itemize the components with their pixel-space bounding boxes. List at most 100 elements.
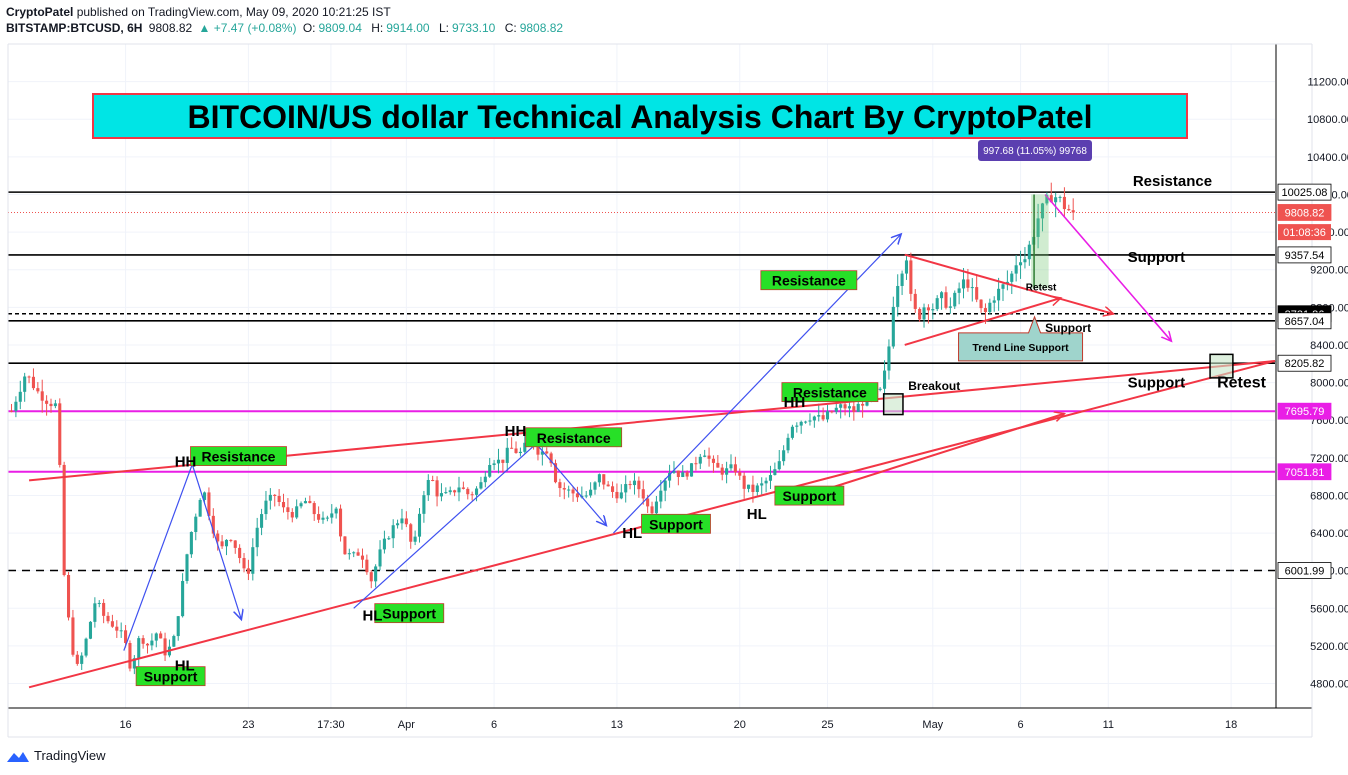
chart-label: Resistance xyxy=(793,385,867,401)
candle-body xyxy=(571,489,575,494)
candle-body xyxy=(141,638,145,644)
candle-body xyxy=(66,575,71,618)
ohlc-line: BITSTAMP:BTCUSD, 6H 9808.82 ▲ +7.47 (+0.… xyxy=(6,20,569,36)
candle-body xyxy=(23,376,27,392)
candle-body xyxy=(426,479,430,496)
high-label: H: xyxy=(371,21,384,35)
chart-label: Support xyxy=(1128,374,1186,391)
candle-body xyxy=(755,485,759,492)
candle-body xyxy=(84,638,88,656)
candle-body xyxy=(1071,210,1075,213)
candle-body xyxy=(220,541,224,547)
candle-body xyxy=(953,292,957,307)
candle-body xyxy=(360,555,365,560)
open-value: 9809.04 xyxy=(318,21,362,35)
candlestick-series xyxy=(9,182,1075,675)
candle-body xyxy=(124,630,128,644)
candle-body xyxy=(589,489,593,496)
candle-body xyxy=(549,453,553,464)
x-tick-label: 18 xyxy=(1225,719,1237,731)
y-tick-label: 8000.00 xyxy=(1310,378,1348,390)
candle-body xyxy=(970,287,974,289)
x-tick-label: 17:30 xyxy=(317,719,345,731)
level-price-text: 7051.81 xyxy=(1285,467,1325,479)
y-tick-label: 9200.00 xyxy=(1310,265,1348,277)
candle-body xyxy=(883,370,887,389)
candle-body xyxy=(966,279,970,288)
candle-body xyxy=(40,391,44,401)
chart-label: Support xyxy=(144,669,198,685)
candle-body xyxy=(422,495,426,514)
candle-body xyxy=(597,474,601,483)
x-tick-label: 13 xyxy=(611,719,623,731)
trend-line xyxy=(827,414,1065,490)
candle-body xyxy=(417,513,422,537)
candle-body xyxy=(896,285,900,307)
candle-body xyxy=(479,482,483,489)
candle-body xyxy=(768,475,773,481)
candle-body xyxy=(457,487,461,493)
y-tick-label: 7200.00 xyxy=(1310,453,1348,465)
candle-body xyxy=(365,559,369,573)
candle-body xyxy=(931,309,935,311)
candle-body xyxy=(891,306,895,347)
candle-body xyxy=(181,580,185,617)
candle-body xyxy=(808,420,812,422)
symbol-label[interactable]: BITSTAMP:BTCUSD, 6H xyxy=(6,21,143,35)
candle-body xyxy=(584,495,588,497)
chart-label: Breakout xyxy=(908,379,960,393)
candle-body xyxy=(325,517,329,519)
candle-body xyxy=(1001,284,1005,289)
candle-body xyxy=(312,503,316,515)
candle-body xyxy=(1045,195,1049,204)
candle-body xyxy=(703,455,707,457)
candle-body xyxy=(593,482,597,490)
chart-label: HL xyxy=(747,506,767,523)
last-price: 9808.82 xyxy=(148,21,193,35)
annotations: 997.68 (11.05%) 99768 Trend Line Support R… xyxy=(135,140,1267,687)
x-tick-label: 20 xyxy=(734,719,746,731)
candle-body xyxy=(163,638,167,656)
candle-body xyxy=(176,616,180,637)
candle-body xyxy=(861,403,865,406)
candle-body xyxy=(760,483,764,486)
candle-body xyxy=(413,536,417,542)
candle-body xyxy=(505,447,509,463)
candle-body xyxy=(303,501,307,504)
candle-body xyxy=(453,490,457,493)
label-box xyxy=(641,513,711,534)
candle-body xyxy=(444,492,448,494)
candle-body xyxy=(694,463,698,465)
chart-label: HL xyxy=(622,525,642,542)
publisher-name[interactable]: CryptoPatel xyxy=(6,5,74,19)
x-tick-label: May xyxy=(922,719,943,731)
chart-label: HL xyxy=(175,657,195,674)
candle-body xyxy=(281,501,286,508)
footer-brand[interactable]: TradingView xyxy=(34,748,106,763)
candle-body xyxy=(260,514,264,528)
candle-body xyxy=(172,636,176,647)
candle-body xyxy=(562,488,566,490)
candle-body xyxy=(501,459,505,463)
candle-body xyxy=(975,287,979,300)
candle-body xyxy=(448,490,452,493)
candle-body xyxy=(545,451,549,454)
level-price-text: 9808.82 xyxy=(1285,207,1325,219)
candle-body xyxy=(238,547,242,559)
candle-body xyxy=(1062,196,1066,210)
candle-body xyxy=(439,493,443,497)
candle-body xyxy=(343,536,347,555)
chart-label: Resistance xyxy=(772,273,846,289)
candle-body xyxy=(189,531,193,555)
trend-line xyxy=(904,298,1061,346)
candle-body xyxy=(716,462,720,468)
candle-body xyxy=(637,480,641,490)
candle-body xyxy=(1036,218,1040,237)
low-label: L: xyxy=(438,21,449,35)
x-tick-label: 6 xyxy=(491,719,497,731)
candle-body xyxy=(887,346,891,371)
level-price-tag xyxy=(1277,246,1332,264)
candle-body xyxy=(878,388,882,390)
label-box xyxy=(135,666,206,687)
